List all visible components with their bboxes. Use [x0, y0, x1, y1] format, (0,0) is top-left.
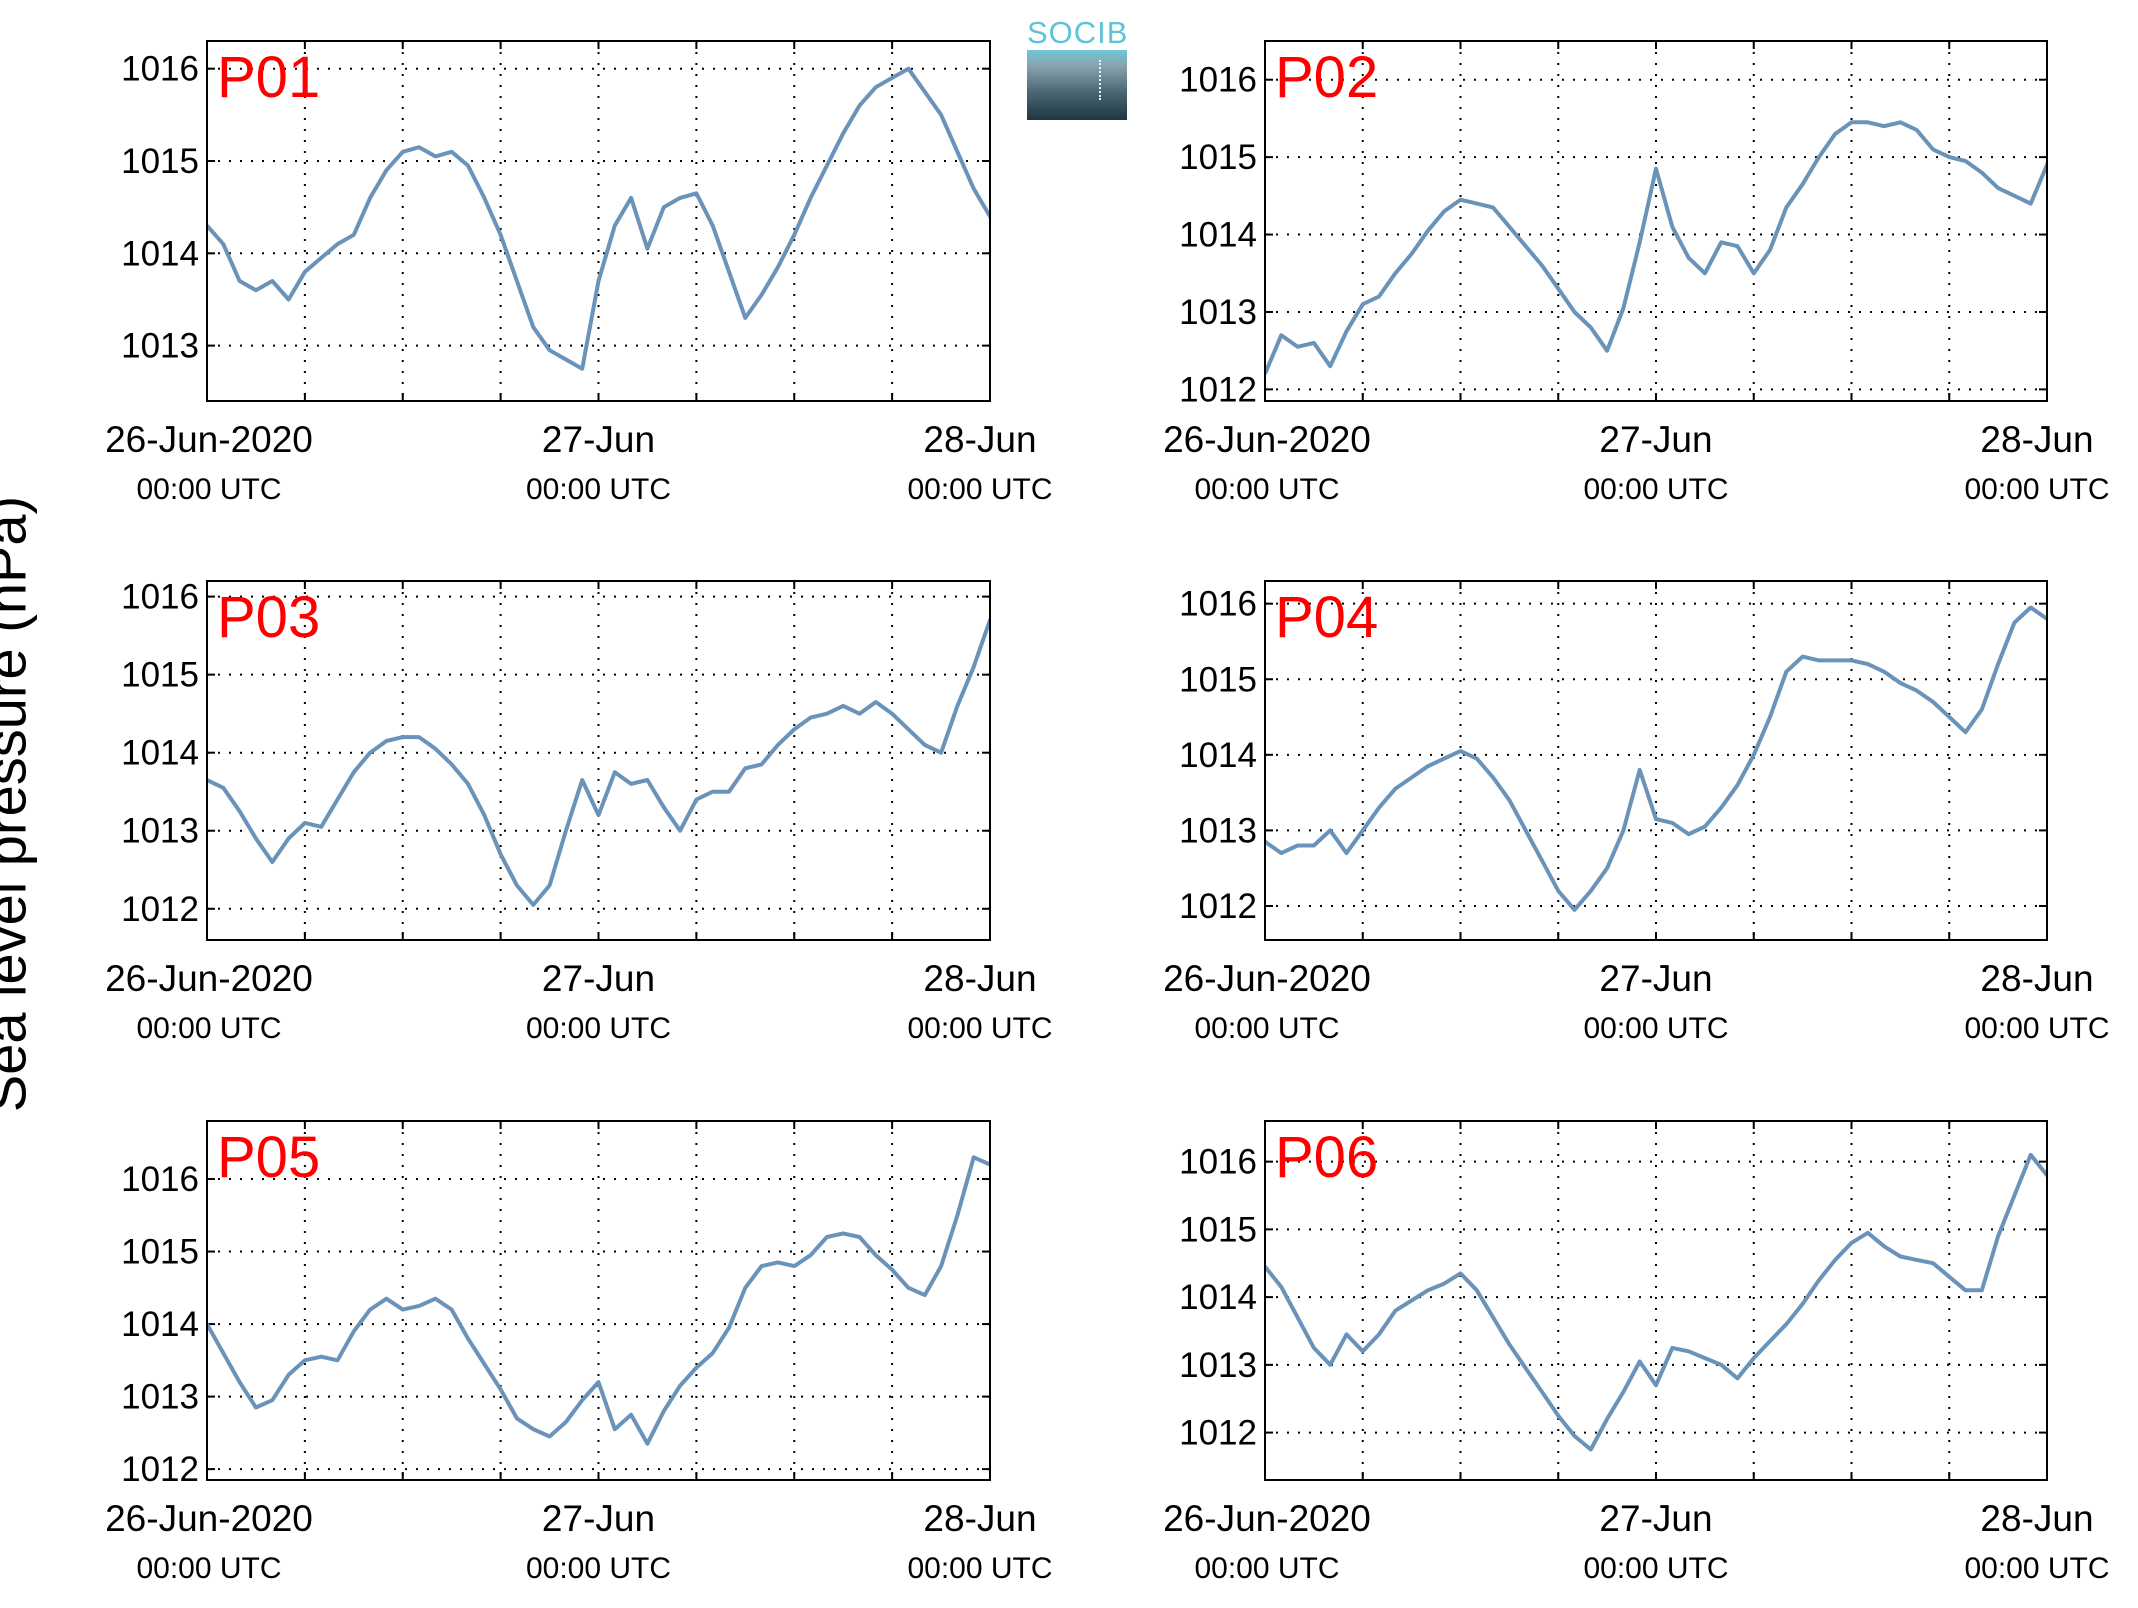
x-tick-label-time: 00:00 UTC — [1583, 473, 1728, 506]
plot-frame — [1264, 580, 2048, 941]
x-tick-label-date: 28-Jun — [923, 419, 1036, 460]
y-tick-label: 1012 — [1179, 1414, 1257, 1453]
x-tick-label-date: 26-Jun-2020 — [105, 1498, 313, 1539]
chart-panel-p03: 1012 1013 1014 1015 1016 P03 26-Jun-2020 00:00 … — [105, 578, 1052, 1045]
y-tick-label: 1012 — [1179, 887, 1257, 926]
y-tick-label: 1014 — [1179, 1278, 1257, 1317]
y-tick-label: 1015 — [1179, 1210, 1257, 1249]
x-tick-label-time: 00:00 UTC — [1194, 1012, 1339, 1045]
x-tick-label-date: 28-Jun — [1980, 958, 2093, 999]
series-line-0 — [207, 1155, 990, 1446]
chart-panel-p06: 1012 1013 1014 1015 1016 P06 26-Jun-2020 00:00 … — [1163, 1120, 2110, 1585]
series-line-0 — [1265, 605, 2047, 912]
chart-panel-p04: 1012 1013 1014 1015 1016 P04 26-Jun-2020 00:00 … — [1163, 580, 2110, 1045]
x-tick-label-date: 26-Jun-2020 — [105, 419, 313, 460]
x-tick-label-date: 27-Jun — [542, 419, 655, 460]
x-tick-label-time: 00:00 UTC — [1583, 1552, 1728, 1585]
x-tick-label-time: 00:00 UTC — [136, 1552, 281, 1585]
series-line-0 — [1265, 1152, 2047, 1452]
plot-frame — [1264, 40, 2048, 402]
x-tick-label-date: 28-Jun — [1980, 419, 2093, 460]
panel-label: P06 — [1275, 1125, 1378, 1190]
y-tick-label: 1016 — [1179, 1143, 1257, 1182]
plot-frame — [206, 580, 991, 941]
panel-label: P05 — [217, 1125, 320, 1190]
socib-logo: SOCIB — [1027, 16, 1127, 120]
logo-emblem — [1027, 50, 1127, 120]
series-line-0 — [1265, 120, 2047, 375]
y-tick-label: 1016 — [1179, 585, 1257, 624]
y-tick-label: 1014 — [1179, 736, 1257, 775]
y-tick-label: 1016 — [1179, 61, 1257, 100]
y-tick-label: 1014 — [121, 234, 199, 273]
logo-dotted-line — [1099, 60, 1101, 100]
x-tick-label-date: 27-Jun — [542, 958, 655, 999]
x-tick-label-time: 00:00 UTC — [526, 1012, 671, 1045]
x-tick-label-date: 27-Jun — [1599, 1498, 1712, 1539]
plot-frame — [206, 40, 991, 402]
x-tick-label-date: 27-Jun — [1599, 958, 1712, 999]
x-tick-label-time: 00:00 UTC — [1194, 473, 1339, 506]
y-tick-label: 1013 — [1179, 811, 1257, 850]
x-tick-label-time: 00:00 UTC — [907, 1552, 1052, 1585]
x-tick-label-time: 00:00 UTC — [1583, 1012, 1728, 1045]
y-tick-label: 1016 — [121, 578, 199, 617]
y-tick-label: 1013 — [1179, 293, 1257, 332]
y-tick-label: 1015 — [121, 1233, 199, 1272]
logo-text: SOCIB — [1027, 15, 1129, 50]
x-tick-label-time: 00:00 UTC — [907, 473, 1052, 506]
panel-label: P04 — [1275, 585, 1378, 650]
x-tick-label-time: 00:00 UTC — [526, 1552, 671, 1585]
x-tick-label-time: 00:00 UTC — [1964, 473, 2109, 506]
y-tick-label: 1014 — [121, 1305, 199, 1344]
y-tick-label: 1015 — [121, 142, 199, 181]
x-tick-label-date: 26-Jun-2020 — [1163, 419, 1371, 460]
y-tick-label: 1014 — [1179, 216, 1257, 255]
x-tick-label-date: 27-Jun — [542, 1498, 655, 1539]
chart-panel-p05: 1012 1013 1014 1015 1016 P05 26-Jun-2020 00:00 … — [105, 1120, 1053, 1585]
series-line-0 — [207, 66, 990, 371]
panel-label: P01 — [217, 45, 320, 110]
x-tick-label-time: 00:00 UTC — [1194, 1552, 1339, 1585]
x-tick-label-date: 26-Jun-2020 — [1163, 958, 1371, 999]
panel-label: P03 — [217, 585, 320, 650]
y-tick-label: 1012 — [121, 1450, 199, 1489]
plot-frame — [206, 1120, 991, 1481]
x-tick-label-time: 00:00 UTC — [907, 1012, 1052, 1045]
plot-frame — [1264, 1120, 2048, 1481]
y-tick-label: 1013 — [121, 812, 199, 851]
series-line-0 — [207, 618, 990, 907]
x-tick-label-date: 27-Jun — [1599, 419, 1712, 460]
y-tick-label: 1014 — [121, 734, 199, 773]
x-tick-label-date: 26-Jun-2020 — [1163, 1498, 1371, 1539]
y-tick-label: 1013 — [121, 327, 199, 366]
y-tick-label: 1015 — [121, 656, 199, 695]
y-tick-label: 1012 — [1179, 370, 1257, 409]
panel-label: P02 — [1275, 45, 1378, 110]
x-tick-label-time: 00:00 UTC — [1964, 1552, 2109, 1585]
chart-panel-p01: 1013 1014 1015 1016 P01 26-Jun-2020 00:00 UTC 2… — [105, 40, 1053, 506]
x-tick-label-time: 00:00 UTC — [1964, 1012, 2109, 1045]
y-tick-label: 1015 — [1179, 138, 1257, 177]
chart-panel-p02: 1012 1013 1014 1015 1016 P02 26-Jun-2020 00:00 … — [1163, 40, 2110, 506]
x-tick-label-time: 00:00 UTC — [136, 1012, 281, 1045]
y-tick-label: 1013 — [1179, 1346, 1257, 1385]
y-tick-label: 1016 — [121, 1160, 199, 1199]
x-tick-label-date: 28-Jun — [923, 958, 1036, 999]
y-tick-label: 1013 — [121, 1378, 199, 1417]
y-tick-label: 1012 — [121, 890, 199, 929]
x-tick-label-time: 00:00 UTC — [136, 473, 281, 506]
x-tick-label-date: 26-Jun-2020 — [105, 958, 313, 999]
y-tick-label: 1015 — [1179, 660, 1257, 699]
x-tick-label-date: 28-Jun — [1980, 1498, 2093, 1539]
x-tick-label-date: 28-Jun — [923, 1498, 1036, 1539]
y-tick-label: 1016 — [121, 50, 199, 89]
x-tick-label-time: 00:00 UTC — [526, 473, 671, 506]
